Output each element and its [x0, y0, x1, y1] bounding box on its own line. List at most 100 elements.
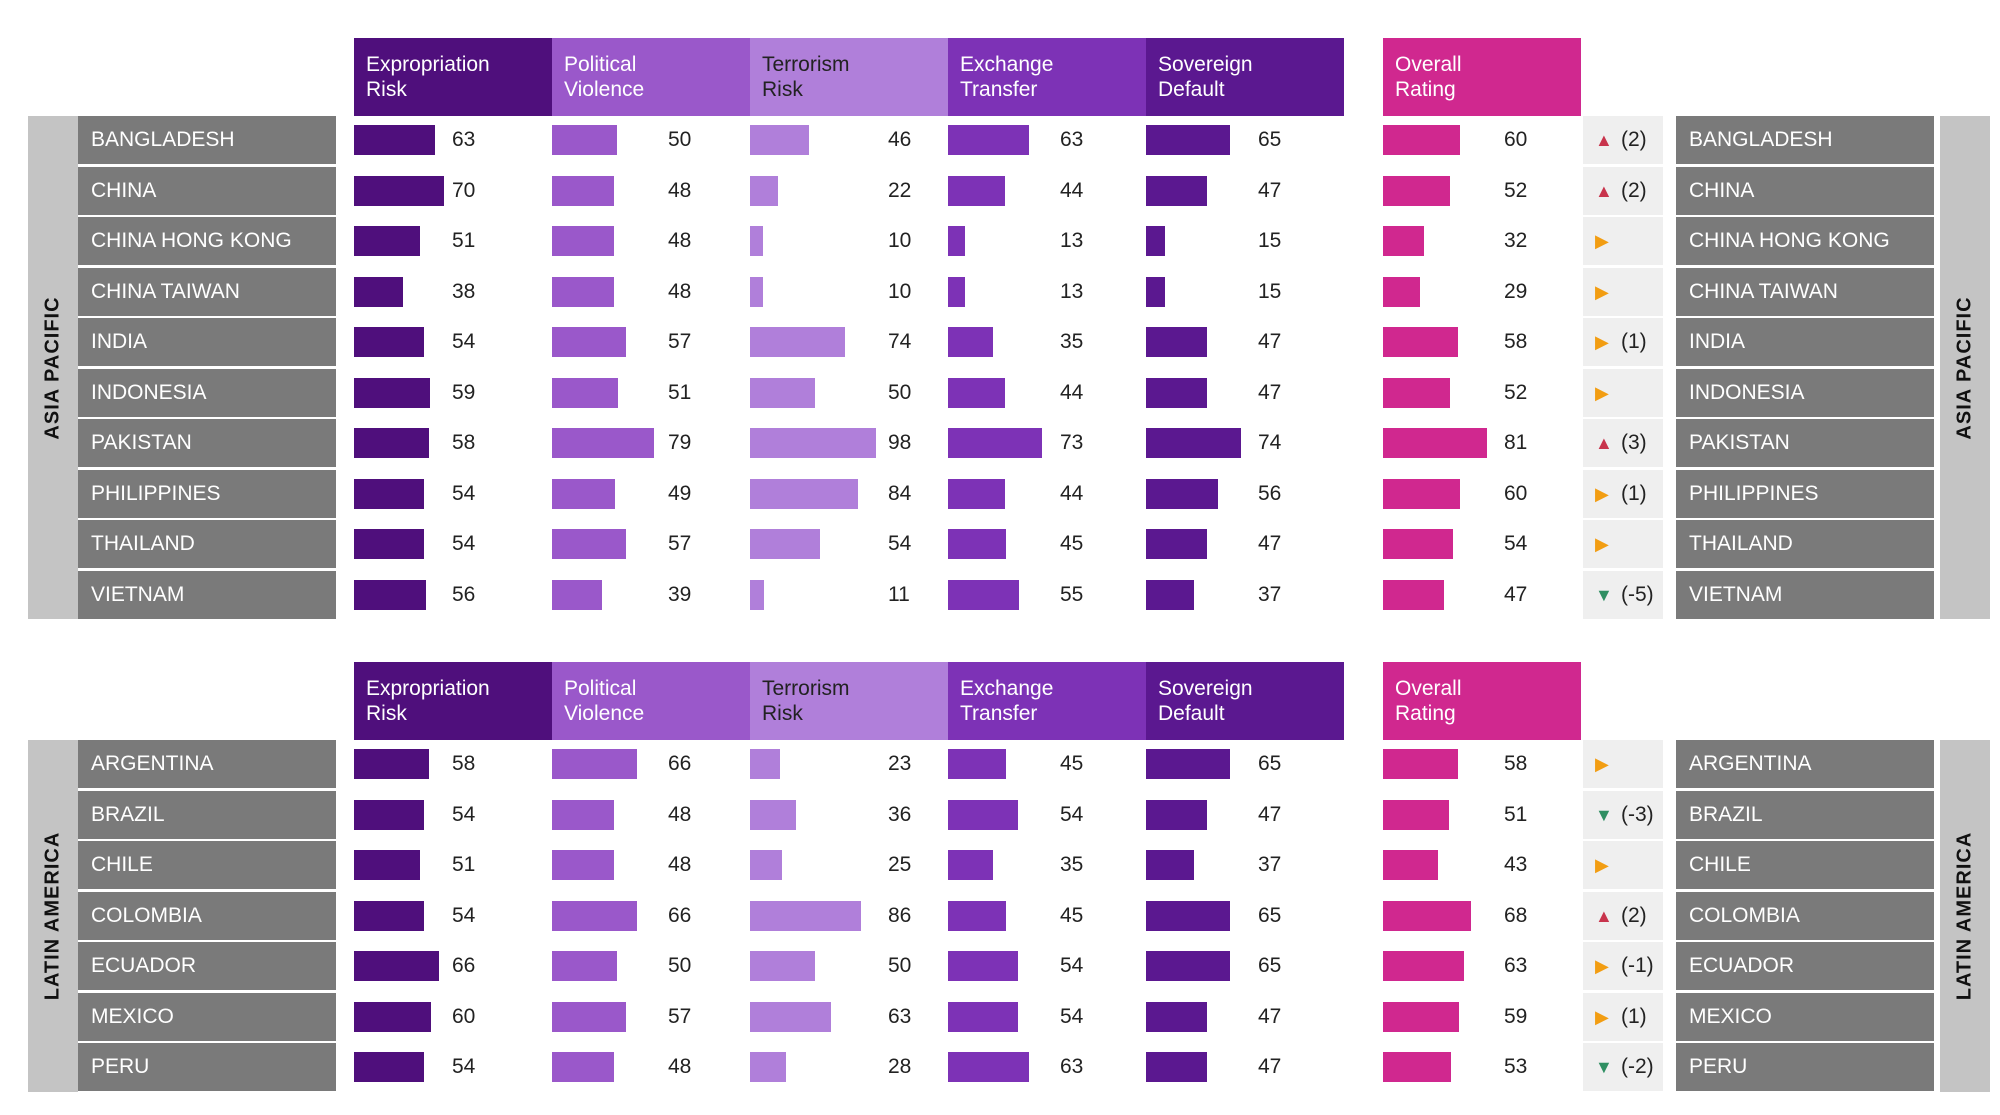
value-label-sovereign: 47 — [1258, 330, 1282, 353]
country-label: INDIA — [78, 318, 336, 366]
column-header-line: Risk — [762, 702, 803, 725]
value-label-exchange: 63 — [1060, 1055, 1084, 1078]
bar-political — [552, 900, 638, 931]
country-label: THAILAND — [78, 520, 336, 568]
region-label: ASIA PACIFIC — [1953, 295, 1976, 440]
bar-overall — [1383, 1052, 1452, 1082]
column-header-political: Political Violence — [552, 662, 750, 740]
bar-terrorism — [750, 226, 763, 256]
value-label-expropriation: 38 — [452, 279, 476, 303]
bar-exchange — [948, 327, 994, 357]
bar-sovereign — [1146, 276, 1166, 307]
country-label: MEXICO — [78, 992, 336, 1041]
trend-same-icon: ▶ — [1595, 855, 1609, 875]
change-value: (-3) — [1621, 802, 1654, 826]
value-label-expropriation: 63 — [452, 128, 476, 151]
value-label-sovereign: 65 — [1258, 903, 1282, 927]
bar-overall — [1383, 799, 1449, 830]
bar-sovereign — [1146, 529, 1207, 559]
value-label-exchange: 55 — [1060, 582, 1084, 606]
bar-political — [552, 799, 614, 830]
bar-exchange — [948, 226, 965, 256]
bar-expropriation — [354, 529, 424, 559]
bar-sovereign — [1146, 799, 1207, 830]
value-label-terrorism: 10 — [888, 229, 912, 252]
bar-sovereign — [1146, 175, 1207, 206]
bar-political — [552, 226, 614, 256]
value-label-sovereign: 47 — [1258, 380, 1282, 404]
value-label-overall: 43 — [1504, 853, 1528, 876]
column-header-line: Overall — [1395, 677, 1462, 700]
value-label-sovereign: 47 — [1258, 1055, 1282, 1078]
value-label-overall: 68 — [1504, 903, 1528, 927]
value-label-exchange: 13 — [1060, 279, 1084, 303]
column-header-line: Rating — [1395, 702, 1456, 725]
trend-up-icon: ▲ — [1595, 180, 1613, 201]
value-label-expropriation: 54 — [452, 481, 476, 505]
change-indicator: ▶ — [1583, 740, 1663, 788]
column-header-line: Default — [1158, 702, 1225, 725]
bar-expropriation — [354, 125, 436, 155]
region-label: LATIN AMERICA — [41, 831, 64, 1001]
country-label: BRAZIL — [78, 790, 336, 839]
bar-expropriation — [354, 1052, 424, 1082]
value-label-overall: 81 — [1504, 431, 1528, 454]
bar-overall — [1383, 327, 1458, 357]
change-indicator: ▼ (-2) — [1583, 1043, 1663, 1091]
bar-overall — [1383, 276, 1421, 307]
change-value: (-5) — [1621, 582, 1654, 606]
value-label-overall: 51 — [1504, 802, 1528, 826]
bar-exchange — [948, 749, 1007, 779]
country-label-right: MEXICO — [1676, 992, 1934, 1041]
column-header-line: Exchange — [960, 677, 1054, 700]
bar-sovereign — [1146, 749, 1230, 779]
change-indicator: ▶ — [1583, 520, 1663, 568]
bar-expropriation — [354, 900, 424, 931]
value-label-sovereign: 65 — [1258, 752, 1282, 775]
bar-political — [552, 951, 617, 981]
column-header-line: Transfer — [960, 702, 1038, 725]
value-label-terrorism: 50 — [888, 954, 912, 977]
trend-same-icon: ▶ — [1595, 534, 1609, 554]
column-header-terrorism: Terrorism Risk — [750, 662, 948, 740]
column-header-line: Expropriation — [366, 53, 490, 76]
change-indicator: ▶ — [1583, 267, 1663, 316]
bar-expropriation — [354, 428, 429, 458]
bar-expropriation — [354, 951, 440, 981]
bar-terrorism — [750, 377, 815, 408]
value-label-expropriation: 56 — [452, 582, 476, 606]
value-label-expropriation: 54 — [452, 903, 476, 927]
value-label-terrorism: 28 — [888, 1055, 912, 1078]
value-label-expropriation: 59 — [452, 380, 476, 404]
bar-terrorism — [750, 579, 765, 610]
trend-up-icon: ▲ — [1595, 433, 1613, 453]
bar-political — [552, 377, 618, 408]
change-value: (2) — [1621, 903, 1647, 927]
value-label-exchange: 44 — [1060, 380, 1084, 404]
column-header-line: Sovereign — [1158, 53, 1253, 76]
value-label-overall: 60 — [1504, 481, 1528, 505]
change-indicator: ▲ (3) — [1583, 419, 1663, 467]
bar-exchange — [948, 951, 1018, 981]
bar-expropriation — [354, 850, 420, 880]
bar-political — [552, 1001, 626, 1032]
change-indicator: ▶ (-1) — [1583, 942, 1663, 990]
value-label-overall: 47 — [1504, 582, 1528, 606]
bar-sovereign — [1146, 579, 1194, 610]
value-label-political: 50 — [668, 954, 692, 977]
bar-exchange — [948, 850, 994, 880]
country-label-right: ARGENTINA — [1676, 740, 1934, 788]
trend-down-icon: ▼ — [1595, 584, 1613, 605]
value-label-terrorism: 36 — [888, 802, 912, 826]
bar-exchange — [948, 799, 1018, 830]
bar-political — [552, 276, 614, 307]
country-label-right: CHINA HONG KONG — [1676, 217, 1934, 265]
value-label-overall: 32 — [1504, 229, 1528, 252]
trend-down-icon: ▼ — [1595, 804, 1613, 825]
country-label-right: PAKISTAN — [1676, 419, 1934, 467]
bar-political — [552, 579, 603, 610]
bar-overall — [1383, 951, 1465, 981]
value-label-political: 51 — [668, 380, 692, 404]
value-label-terrorism: 74 — [888, 330, 912, 353]
value-label-expropriation: 54 — [452, 1055, 476, 1078]
